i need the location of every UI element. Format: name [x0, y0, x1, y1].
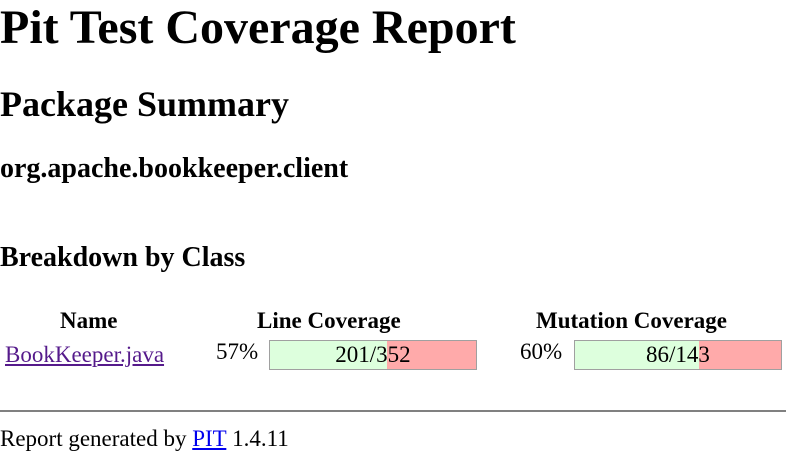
footer-version: 1.4.11: [232, 426, 289, 451]
class-file-link[interactable]: BookKeeper.java: [5, 342, 165, 367]
footer: Report generated by PIT 1.4.11: [0, 425, 289, 453]
mutation-coverage-ratio: 86/143: [646, 342, 710, 367]
section-title: Package Summary: [0, 84, 289, 124]
line-coverage-bar-fill: [270, 341, 388, 369]
page-title: Pit Test Coverage Report: [0, 1, 516, 54]
pit-link[interactable]: PIT: [192, 426, 227, 451]
line-coverage-ratio: 201/352: [335, 342, 411, 367]
mutation-coverage-percent: 60%: [520, 339, 563, 364]
mutation-coverage-bar: 86/143: [574, 340, 782, 370]
column-header-line-coverage: Line Coverage: [257, 308, 401, 333]
package-name: org.apache.bookkeeper.client: [0, 153, 349, 184]
horizontal-rule: [0, 410, 786, 412]
column-header-name: Name: [60, 308, 118, 333]
column-header-mutation-coverage: Mutation Coverage: [536, 308, 727, 333]
line-coverage-percent: 57%: [216, 339, 259, 364]
footer-prefix: Report generated by: [0, 426, 193, 451]
mutation-coverage-bar-fill: [575, 341, 699, 369]
line-coverage-bar: 201/352: [269, 340, 477, 370]
breakdown-title: Breakdown by Class: [0, 242, 246, 273]
